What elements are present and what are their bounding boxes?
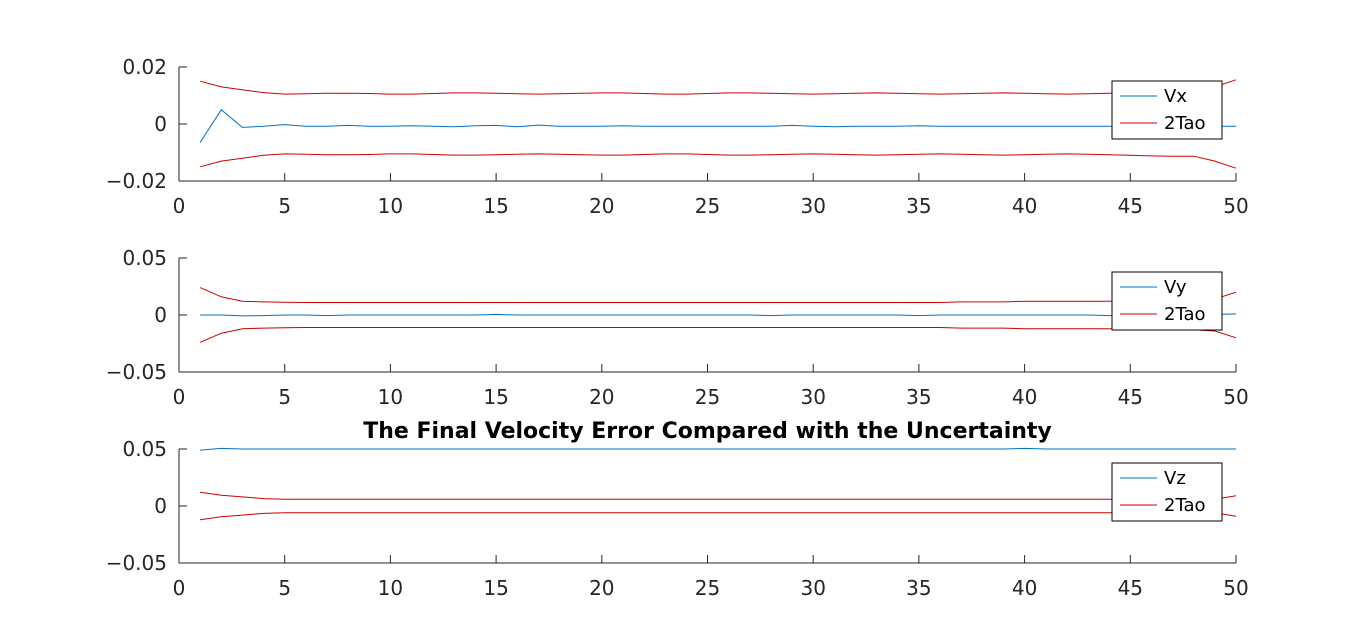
x-tick-label: 35 (906, 576, 931, 600)
x-tick-label: 10 (378, 385, 403, 409)
x-tick-label: 20 (589, 576, 614, 600)
x-tick-label: 10 (378, 576, 403, 600)
legend-label: Vz (1164, 468, 1186, 489)
y-tick-label: 0 (154, 494, 167, 518)
x-tick-label: 50 (1223, 194, 1248, 218)
legend-box (1111, 271, 1223, 331)
x-tick-label: 20 (589, 385, 614, 409)
x-tick-label: 35 (906, 385, 931, 409)
x-tick-label: 25 (695, 194, 720, 218)
legend-label: Vy (1164, 277, 1187, 298)
series-2tao-line (200, 491, 1237, 500)
y-tick-label: −0.05 (106, 360, 167, 384)
x-tick-label: 15 (483, 576, 508, 600)
series-vy-line (200, 313, 1237, 317)
legend-box (1111, 80, 1223, 140)
x-tick-label: 45 (1118, 194, 1143, 218)
x-tick-label: 15 (483, 385, 508, 409)
y-tick-label: −0.02 (106, 169, 167, 193)
chart-title: The Final Velocity Error Compared with t… (363, 419, 1052, 444)
x-tick-label: 40 (1012, 576, 1037, 600)
x-tick-label: 45 (1118, 576, 1143, 600)
y-tick-label: 0 (154, 112, 167, 136)
legend-label: 2Tao (1164, 113, 1206, 134)
series-lower-bound-line (200, 512, 1237, 521)
series-2tao-line (199, 79, 1237, 95)
x-tick-label: 35 (906, 194, 931, 218)
x-tick-label: 0 (173, 385, 186, 409)
series-vz-line (200, 447, 1236, 451)
x-tick-label: 5 (278, 194, 291, 218)
series-2tao-line (199, 287, 1237, 303)
x-tick-label: 45 (1118, 385, 1143, 409)
x-tick-label: 5 (278, 576, 291, 600)
y-tick-label: 0.02 (122, 55, 167, 79)
series-lower-bound-line (199, 153, 1237, 169)
x-tick-label: 30 (800, 576, 825, 600)
x-tick-label: 30 (800, 194, 825, 218)
x-tick-label: 30 (800, 385, 825, 409)
y-tick-label: 0.05 (122, 246, 167, 270)
x-tick-label: 40 (1012, 385, 1037, 409)
legend: Vy 2Tao (1111, 271, 1223, 331)
legend-label: 2Tao (1164, 304, 1206, 325)
y-tick-label: 0.05 (122, 437, 167, 461)
legend-label: 2Tao (1164, 495, 1206, 516)
x-tick-label: 10 (378, 194, 403, 218)
legend: Vx 2Tao (1111, 80, 1223, 140)
x-tick-label: 50 (1223, 385, 1248, 409)
series-lower-bound-line (199, 327, 1237, 343)
y-tick-label: 0 (154, 303, 167, 327)
series-vx-line (199, 109, 1236, 143)
x-tick-label: 5 (278, 385, 291, 409)
x-tick-label: 20 (589, 194, 614, 218)
x-tick-label: 0 (173, 576, 186, 600)
y-tick-label: −0.05 (106, 551, 167, 575)
x-tick-label: 25 (695, 576, 720, 600)
legend-label: Vx (1164, 86, 1187, 107)
x-tick-label: 0 (173, 194, 186, 218)
x-tick-label: 15 (483, 194, 508, 218)
legend: Vz 2Tao (1111, 462, 1223, 522)
legend-box (1111, 462, 1223, 522)
x-tick-label: 25 (695, 385, 720, 409)
x-tick-label: 40 (1012, 194, 1037, 218)
x-tick-label: 50 (1223, 576, 1248, 600)
